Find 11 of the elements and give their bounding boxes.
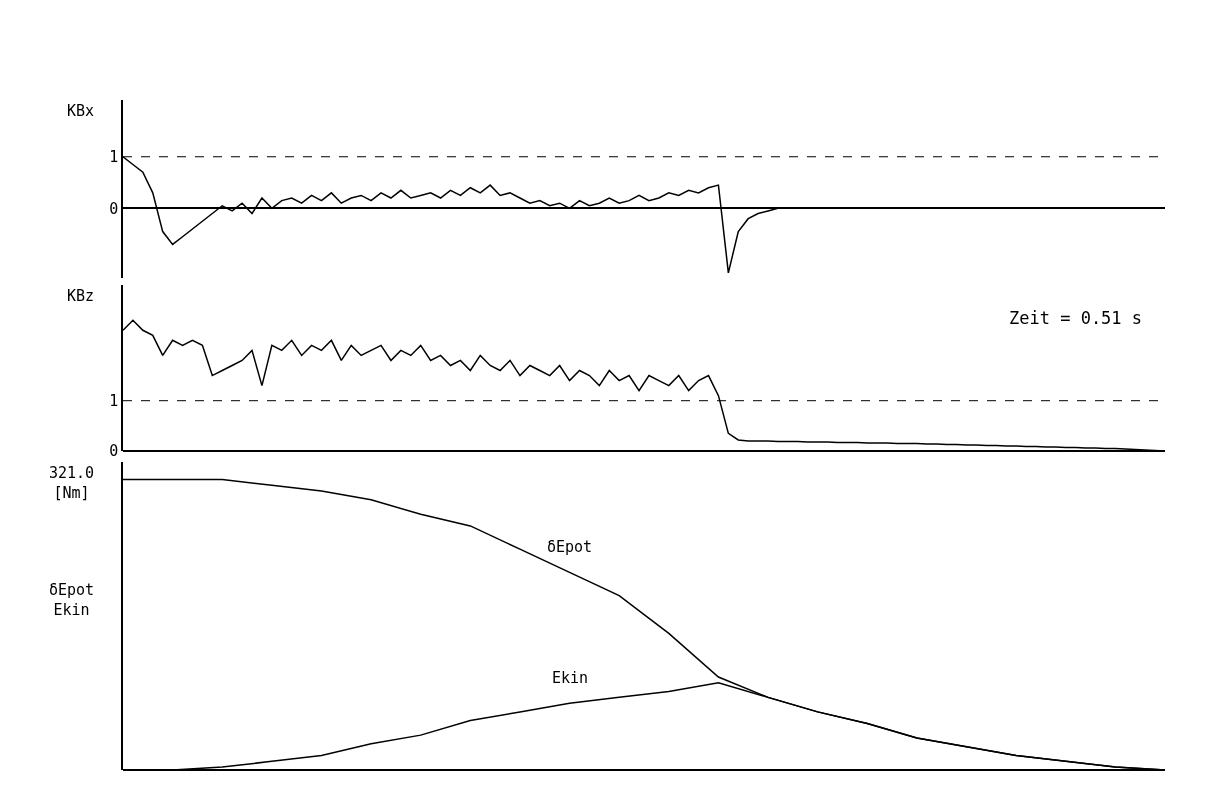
y-axis-title: KBx <box>67 102 95 120</box>
y-tick-label: 1 <box>109 148 119 166</box>
y-axis-title: δEpot Ekin <box>49 581 95 619</box>
annotation: Zeit = 0.51 s <box>1009 308 1143 328</box>
y-axis-title: KBz <box>67 287 95 305</box>
series-label: δEpot <box>547 538 593 556</box>
y-tick-label: 1 <box>109 391 119 410</box>
y-tick-label: 0 <box>109 199 119 218</box>
text: 321.0 [Nm] <box>49 464 95 502</box>
y-tick-label: 0 <box>109 442 119 461</box>
series-label: Ekin <box>552 669 589 687</box>
